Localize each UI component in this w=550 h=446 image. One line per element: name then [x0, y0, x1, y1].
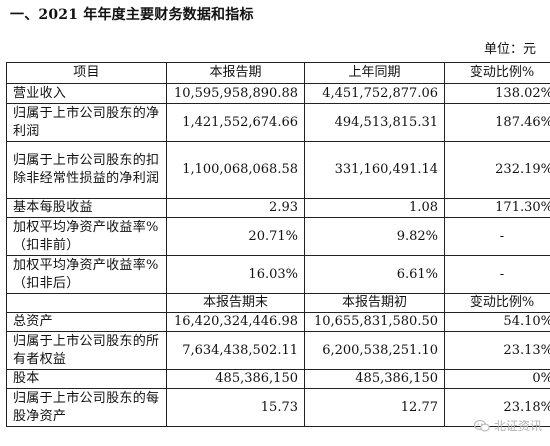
row-previous: 331,160,491.14 [304, 141, 445, 199]
row-previous: 6,200,538,251.10 [304, 331, 445, 370]
row-previous: 12.77 [304, 388, 445, 427]
row-change: 138.02% [444, 83, 550, 104]
header-cell-item: 项目 [6, 62, 167, 84]
table-row: 归属于上市公司股东的净利润 1,421,552,674.66 494,513,8… [6, 103, 550, 142]
table-subheader-row: 本报告期末 本报告期初 变动比例% [6, 293, 550, 313]
table-row: 股本 485,386,150 485,386,150 0% [6, 369, 550, 389]
chat-bubble-icon [473, 419, 490, 432]
row-label: 加权平均净资产收益率%（扣非前） [6, 217, 167, 256]
row-change: - [444, 255, 550, 294]
row-current: 1,421,552,674.66 [166, 103, 305, 142]
row-current: 485,386,150 [166, 369, 305, 389]
header-cell-change: 变动比例% [444, 62, 550, 84]
row-current: 1,100,068,068.58 [166, 141, 305, 199]
row-change: 23.13% [444, 331, 550, 370]
row-label: 归属于上市公司股东的所有者权益 [6, 331, 167, 370]
row-current: 16.03% [166, 255, 305, 294]
row-label: 基本每股收益 [6, 198, 167, 218]
subheader-cell-item [6, 293, 167, 313]
row-previous: 1.08 [304, 198, 445, 218]
row-label: 营业收入 [6, 83, 167, 104]
page-title: 一、2021 年年度主要财务数据和指标 [10, 7, 254, 23]
row-change: 187.46% [444, 103, 550, 142]
subheader-cell-period-end: 本报告期末 [166, 293, 305, 313]
row-previous: 494,513,815.31 [304, 103, 445, 142]
row-current: 7,634,438,502.11 [166, 331, 305, 370]
row-previous: 6.61% [304, 255, 445, 294]
row-current: 2.93 [166, 198, 305, 218]
unit-label: 单位：元 [483, 42, 536, 57]
row-change: 23.18% [444, 388, 550, 427]
row-change: 54.10% [444, 312, 550, 332]
watermark-text: 北证资讯 [493, 419, 542, 433]
watermark: 北证资讯 [473, 417, 542, 434]
row-label: 归属于上市公司股东的净利润 [6, 103, 167, 142]
row-current: 20.71% [166, 217, 305, 256]
subheader-cell-period-start: 本报告期初 [304, 293, 445, 313]
table-header-row: 项目 本报告期 上年同期 变动比例% [6, 62, 550, 84]
row-change: - [444, 217, 550, 256]
table-row: 归属于上市公司股东的所有者权益 7,634,438,502.11 6,200,5… [6, 331, 550, 370]
row-change: 171.30% [444, 198, 550, 218]
table-row: 加权平均净资产收益率%（扣非后） 16.03% 6.61% - [6, 255, 550, 294]
row-label: 归属于上市公司股东的扣除非经常性损益的净利润 [6, 141, 167, 199]
table-row: 总资产 16,420,324,446.98 10,655,831,580.50 … [6, 312, 550, 332]
table-row: 营业收入 10,595,958,890.88 4,451,752,877.06 … [6, 83, 550, 104]
row-label: 总资产 [6, 312, 167, 332]
header-cell-current: 本报告期 [166, 62, 305, 84]
row-previous: 4,451,752,877.06 [304, 83, 445, 104]
row-change: 0% [444, 369, 550, 389]
row-previous: 9.82% [304, 217, 445, 256]
row-current: 16,420,324,446.98 [166, 312, 305, 332]
row-change: 232.19% [444, 141, 550, 199]
row-label: 归属于上市公司股东的每股净资产 [6, 388, 167, 427]
row-label: 加权平均净资产收益率%（扣非后） [6, 255, 167, 294]
financial-data-table: 项目 本报告期 上年同期 变动比例% 营业收入 10,595,958,890.8… [6, 62, 550, 427]
row-label: 股本 [6, 369, 167, 389]
table-row: 加权平均净资产收益率%（扣非前） 20.71% 9.82% - [6, 217, 550, 256]
row-current: 10,595,958,890.88 [166, 83, 305, 104]
table-row: 归属于上市公司股东的扣除非经常性损益的净利润 1,100,068,068.58 … [6, 141, 550, 199]
table-row: 归属于上市公司股东的每股净资产 15.73 12.77 23.18% [6, 388, 550, 427]
subheader-cell-change: 变动比例% [444, 293, 550, 313]
row-previous: 10,655,831,580.50 [304, 312, 445, 332]
table-row: 基本每股收益 2.93 1.08 171.30% [6, 198, 550, 218]
row-current: 15.73 [166, 388, 305, 427]
row-previous: 485,386,150 [304, 369, 445, 389]
header-cell-previous: 上年同期 [304, 62, 445, 84]
